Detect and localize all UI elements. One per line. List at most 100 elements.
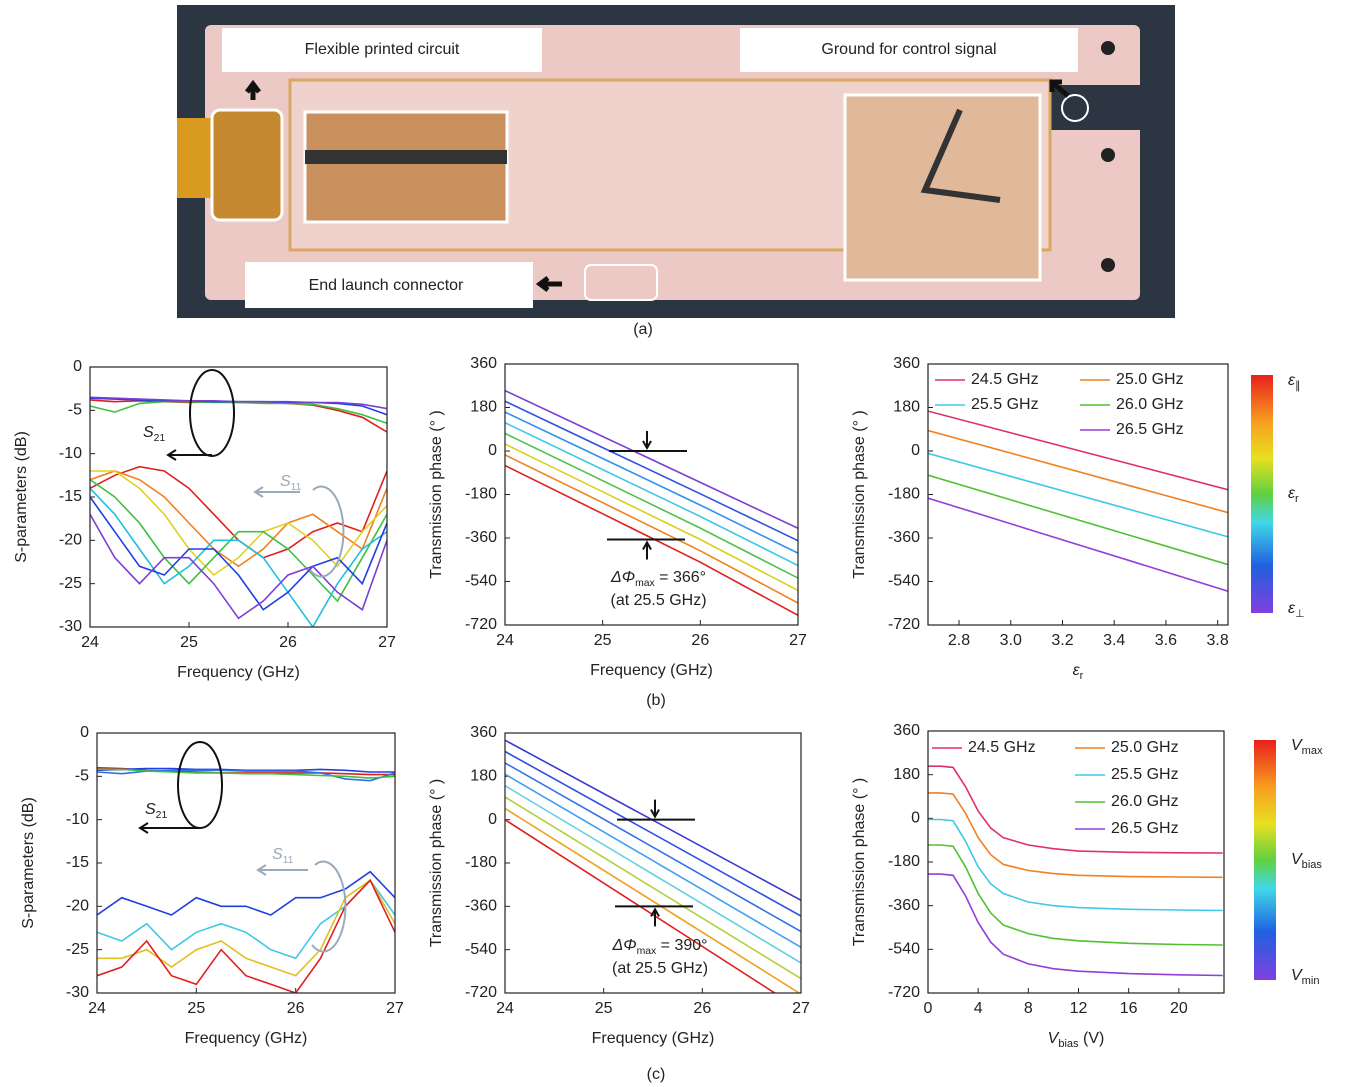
x-tick-label: 27 (378, 634, 396, 651)
colorbar-label: Vmax (1291, 737, 1323, 757)
y-tick-label: -540 (465, 941, 497, 958)
arrow (138, 822, 200, 834)
colorbar-label-sub: ⊥ (1295, 608, 1305, 620)
series-line (505, 796, 801, 980)
x-axis-title: εr (1073, 662, 1084, 682)
plot-frame (89, 366, 388, 628)
label-box (740, 28, 1078, 72)
series-line (505, 785, 801, 964)
hole (1101, 41, 1115, 55)
y-tick-label: 360 (893, 355, 920, 372)
x-axis-title: Frequency (GHz) (590, 662, 713, 679)
label-box (222, 28, 542, 72)
y-tick-label: -180 (465, 486, 497, 503)
x-tick-label: 25 (594, 632, 612, 649)
x-tick-label: 24 (81, 634, 99, 651)
photo-label: End launch connector (309, 277, 464, 294)
y-tick-label: -540 (888, 941, 920, 958)
series-line (928, 474, 1228, 566)
series-line (928, 818, 1223, 912)
annotation: ΔΦmax = 366° (610, 569, 706, 588)
y-tick-label: 360 (893, 722, 920, 739)
ellipse-arc (309, 485, 345, 578)
y-tick-label: -20 (66, 898, 89, 915)
y-tick-label: 360 (470, 724, 497, 741)
y-tick-label: 0 (80, 724, 89, 741)
y-tick-label: -720 (888, 616, 920, 633)
x-tick-label: 2.8 (948, 632, 970, 649)
photo-label: Ground for control signal (821, 41, 996, 58)
series-line (97, 870, 395, 916)
x-tick-label: 27 (789, 632, 807, 649)
annotation-tail: = 390° (656, 937, 707, 954)
series-line (97, 768, 395, 779)
series-line (928, 792, 1223, 879)
hole (1101, 258, 1115, 272)
marker (617, 799, 695, 821)
hole (1101, 148, 1115, 162)
ellipse-arc (311, 860, 347, 953)
legend-label: 25.5 GHz (971, 396, 1039, 413)
x-tick-label: 0 (924, 1000, 933, 1017)
x-tick-label: 20 (1170, 1000, 1188, 1017)
legend-label: 26.0 GHz (1116, 396, 1184, 413)
legend-label: 25.5 GHz (1111, 766, 1179, 783)
photo: Flexible printed circuit Ground for cont… (177, 5, 1175, 318)
y-axis-title: Transmission phase (° ) (428, 410, 445, 579)
series-line (928, 873, 1223, 977)
x-tick-label: 3.4 (1103, 632, 1125, 649)
y-axis-title: Transmission phase (° ) (851, 410, 868, 579)
x-axis-title-sub: r (1080, 670, 1084, 682)
colorbar-label-main: V (1291, 851, 1303, 868)
inset-2 (843, 93, 1042, 282)
x-axis-title: Frequency (GHz) (592, 1030, 715, 1047)
plot-lines (90, 396, 387, 627)
y-tick-label: 180 (470, 399, 497, 416)
x-tick-label: 3.0 (1000, 632, 1022, 649)
fpc-box (210, 108, 284, 222)
annotation: S21 (143, 424, 165, 443)
inset-trace (920, 108, 1001, 203)
connector-box (584, 264, 658, 301)
x-axis-title: Frequency (GHz) (185, 1030, 308, 1047)
x-axis-title-main: ε (1073, 662, 1081, 679)
ground-circle (1061, 94, 1089, 122)
colorbar-label-sub: bias (1302, 859, 1323, 871)
x-tick-label: 27 (792, 1000, 810, 1017)
x-tick-label: 8 (1024, 1000, 1033, 1017)
series-line (505, 773, 801, 948)
series-line (505, 389, 798, 530)
annotation-sub: 11 (291, 482, 302, 493)
y-tick-label: -30 (66, 984, 89, 1001)
legend-label: 25.0 GHz (1111, 739, 1179, 756)
x-axis-title-sub: bias (1058, 1038, 1079, 1050)
panel-caption: (b) (646, 692, 666, 709)
x-tick-label: 26 (279, 634, 297, 651)
inset-1 (303, 110, 509, 224)
y-tick-label: -360 (465, 529, 497, 546)
label-box (245, 262, 533, 308)
panel-caption: (c) (647, 1066, 666, 1083)
y-tick-label: -540 (465, 573, 497, 590)
legend-label: 24.5 GHz (971, 371, 1039, 388)
colorbar-label: Vmin (1291, 967, 1319, 987)
y-tick-label: -15 (66, 854, 89, 871)
x-tick-label: 26 (691, 632, 709, 649)
y-tick-label: -720 (888, 984, 920, 1001)
y-axis-title: S-parameters (dB) (20, 797, 37, 929)
y-tick-label: -10 (66, 811, 89, 828)
arrow (245, 79, 261, 100)
y-tick-label: -720 (465, 984, 497, 1001)
x-tick-label: 24 (88, 1000, 106, 1017)
arrow (166, 449, 212, 461)
series-line (90, 396, 387, 410)
x-tick-label: 24 (496, 632, 514, 649)
annotation-tail: = 366° (655, 569, 706, 586)
annotation: (at 25.5 GHz) (610, 592, 706, 609)
plot-lines (928, 410, 1228, 592)
y-tick-label: 0 (73, 358, 82, 375)
y-tick-label: 0 (911, 442, 920, 459)
colorbar-label-main: ε (1288, 600, 1296, 617)
annotation: (at 25.5 GHz) (612, 960, 708, 977)
